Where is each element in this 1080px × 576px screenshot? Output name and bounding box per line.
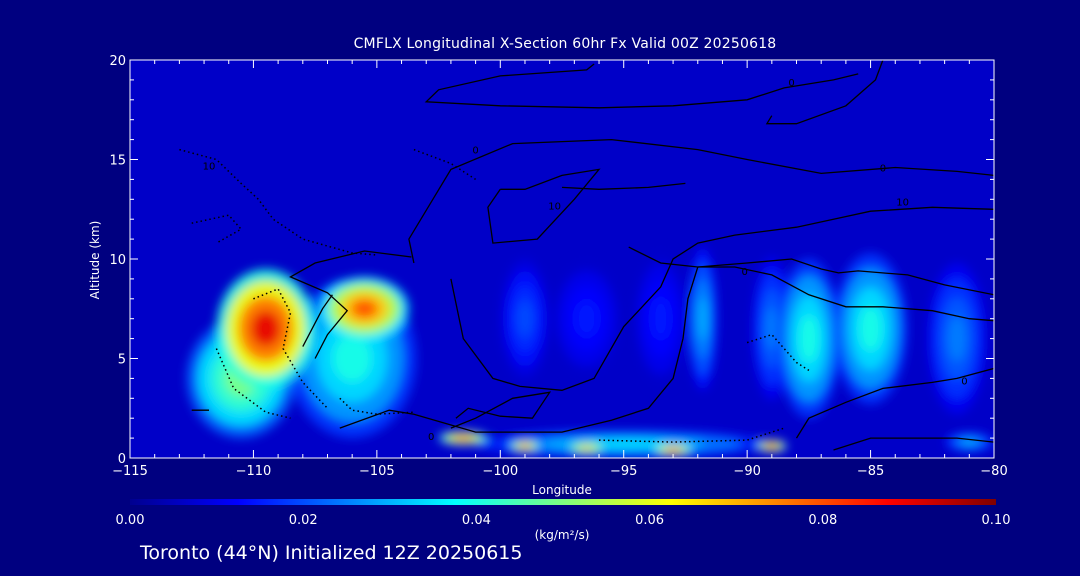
contour-positive: [795, 367, 994, 439]
field-cell: [757, 440, 787, 453]
contour-label: 10: [548, 201, 561, 212]
x-tick-label: −85: [857, 464, 884, 479]
field-cell: [776, 259, 841, 419]
colorbar-tick-label: 0.04: [462, 513, 491, 528]
contour-label: 0: [741, 267, 747, 278]
contour-label: 10: [896, 197, 909, 208]
x-tick-label: −115: [112, 464, 148, 479]
colorbar-tick-label: 0.10: [982, 513, 1011, 528]
contour-positive: [487, 168, 601, 244]
field-cell: [631, 249, 691, 389]
contour-positive: [765, 60, 884, 125]
colorbar: 0.00 0.02 0.04 0.06 0.08 0.10: [116, 499, 1011, 528]
flux-field: [186, 247, 994, 458]
field-cell: [833, 253, 908, 405]
x-axis: −115 −110 −105 −100 −95 −90 −85 −80: [112, 60, 1008, 479]
field-cell: [216, 268, 316, 389]
field-cell: [475, 430, 772, 458]
contour-positive: [302, 294, 333, 347]
footer-initialization-text: Toronto (44°N) Initialized 12Z 20250615: [140, 542, 523, 564]
y-tick-label: 15: [109, 154, 126, 169]
contour-negative: [215, 348, 291, 419]
field-cell: [510, 440, 540, 453]
contour-negative: [191, 214, 243, 244]
contour-label: 0: [961, 376, 967, 387]
y-axis: 0 5 10 15 20: [109, 54, 994, 467]
contour-positive: [339, 266, 699, 433]
contour-label: 0: [472, 146, 478, 157]
field-cell: [320, 276, 409, 341]
contour-label: 0: [880, 163, 886, 174]
x-tick-label: −90: [733, 464, 760, 479]
field-cell: [549, 259, 624, 379]
x-tick-label: −95: [610, 464, 637, 479]
colorbar-gradient: [130, 499, 996, 505]
contour-label: 10: [203, 161, 216, 172]
field-cell: [944, 432, 994, 453]
colorbar-tick-label: 0.06: [635, 513, 664, 528]
x-axis-label: Longitude: [532, 483, 592, 497]
x-tick-label: −80: [980, 464, 1007, 479]
contour-positive: [424, 63, 859, 109]
field-cell: [438, 431, 488, 446]
contour-negative: [179, 148, 377, 256]
colorbar-tick-label: 0.02: [289, 513, 318, 528]
contour-labels: 0 0 0 0 0 0 10 10 10: [203, 78, 968, 443]
contour-negative: [746, 333, 810, 372]
x-tick-label: −105: [359, 464, 395, 479]
contour-positive: [833, 437, 994, 451]
contour-positive: [628, 246, 994, 296]
y-tick-label: 20: [109, 54, 126, 69]
contour-positive: [697, 266, 994, 322]
contour-lines: [179, 60, 994, 451]
contour-label: 0: [428, 432, 434, 443]
field-cell: [653, 444, 693, 457]
y-axis-label: Altitude (km): [88, 220, 102, 300]
contour-positive: [408, 138, 994, 264]
y-tick-label: 5: [118, 353, 126, 368]
colorbar-unit-label: (kg/m²/s): [534, 528, 590, 542]
contour-label: 0: [788, 78, 794, 89]
colorbar-tick-label: 0.08: [808, 513, 837, 528]
contour-negative: [253, 287, 329, 409]
x-tick-label: −110: [236, 464, 272, 479]
y-tick-label: 0: [118, 452, 126, 467]
contour-negative: [413, 148, 477, 181]
y-tick-label: 10: [109, 253, 126, 268]
contour-positive: [450, 391, 552, 429]
field-cell: [687, 247, 718, 391]
field-cell: [927, 262, 987, 415]
contour-positive: [561, 182, 686, 190]
colorbar-tick-label: 0.00: [116, 513, 145, 528]
field-cell: [566, 442, 607, 455]
field-cell: [500, 259, 550, 379]
contour-positive: [450, 206, 994, 391]
contour-negative: [598, 427, 785, 443]
chart-title: CMFLX Longitudinal X-Section 60hr Fx Val…: [353, 36, 777, 52]
x-tick-label: −100: [482, 464, 518, 479]
